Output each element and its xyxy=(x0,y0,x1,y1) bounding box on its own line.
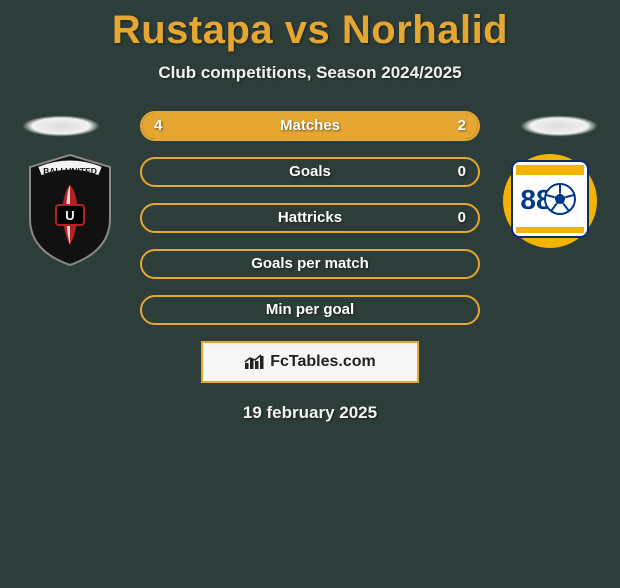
page-title: Rustapa vs Norhalid xyxy=(0,8,620,53)
stat-row: Hattricks0 xyxy=(140,203,480,233)
team-right-crest: 88 xyxy=(500,151,600,269)
stat-row: Goals0 xyxy=(140,157,480,187)
stat-label: Goals xyxy=(140,157,480,187)
svg-text:U: U xyxy=(65,208,74,223)
stat-label: Min per goal xyxy=(140,295,480,325)
brand-chart-icon xyxy=(244,353,264,371)
subtitle: Club competitions, Season 2024/2025 xyxy=(0,63,620,83)
content-area: BALI UNITED U 88 Matches4 2 Goals xyxy=(0,111,620,423)
brand-text: FcTables.com xyxy=(270,353,376,371)
brand-box: FcTables.com xyxy=(201,341,419,383)
team-left-crest: BALI UNITED U xyxy=(20,151,120,269)
stat-label: Goals per match xyxy=(140,249,480,279)
stat-label: Matches xyxy=(140,111,480,141)
stat-row: Goals per match xyxy=(140,249,480,279)
stat-right-value: 0 xyxy=(458,157,466,187)
stat-right-value: 0 xyxy=(458,203,466,233)
stat-row: Min per goal xyxy=(140,295,480,325)
date-line: 19 february 2025 xyxy=(0,403,620,423)
pedestal-left xyxy=(6,111,116,141)
stat-right-value: 2 xyxy=(458,111,466,141)
pedestal-right xyxy=(504,111,614,141)
stat-left-value: 4 xyxy=(154,111,162,141)
stat-rows: Matches42Goals0Hattricks0Goals per match… xyxy=(140,111,480,325)
stat-row: Matches4 2 xyxy=(140,111,480,141)
stat-label: Hattricks xyxy=(140,203,480,233)
svg-text:BALI UNITED: BALI UNITED xyxy=(43,166,97,176)
